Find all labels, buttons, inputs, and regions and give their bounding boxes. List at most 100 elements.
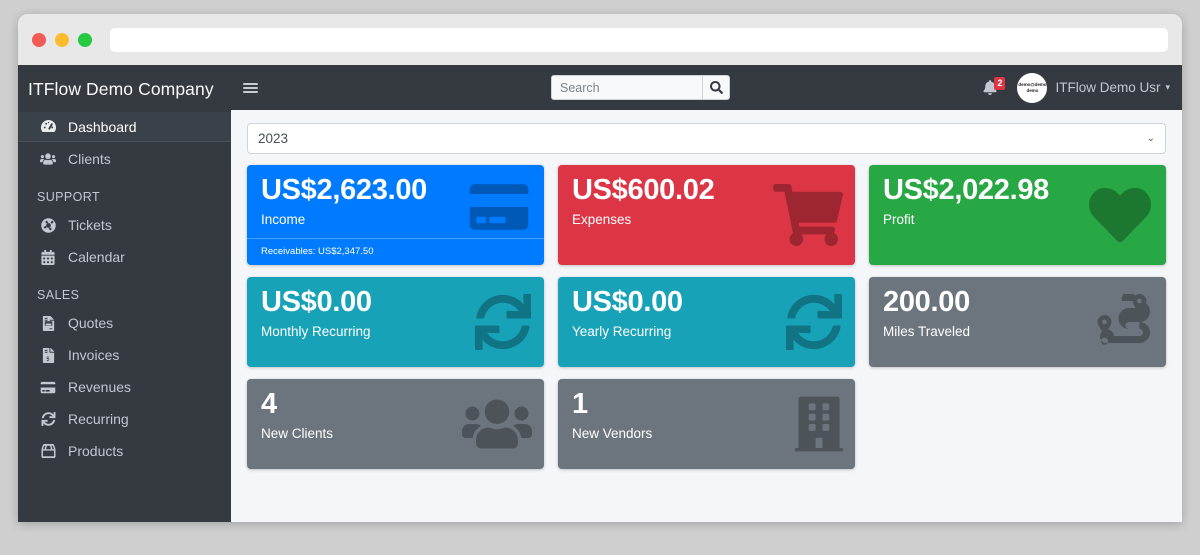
route-icon: [1090, 294, 1154, 350]
sidebar-item-dashboard[interactable]: Dashboard: [18, 112, 231, 142]
sync-icon: [785, 294, 843, 350]
sidebar-item-invoices[interactable]: Invoices: [18, 340, 231, 370]
sidebar-item-label: Clients: [68, 151, 111, 167]
card-label: Income: [261, 212, 306, 228]
close-window-button[interactable]: [32, 32, 46, 47]
card-body: 4 New Clients: [247, 379, 544, 451]
sidebar-section-sales: SALES: [37, 288, 80, 302]
sidebar-item-revenues[interactable]: Revenues: [18, 372, 231, 402]
user-menu[interactable]: ITFlow Demo Usr ▾: [1055, 80, 1170, 95]
card-label: Profit: [883, 212, 915, 228]
navbar-right-group: 2 demo@demo demo ITFlow Demo Usr ▾: [977, 72, 1170, 103]
main-content: 2023 ⌄ US$2,623.00 Income Receivables: U…: [231, 110, 1182, 522]
card-value: US$2,022.98: [883, 174, 1049, 206]
card-value: 1: [572, 388, 588, 420]
avatar[interactable]: demo@demo demo: [1017, 72, 1048, 103]
chevron-down-icon: ▾: [1165, 82, 1170, 92]
card-label: Yearly Recurring: [572, 324, 672, 340]
stat-card-income[interactable]: US$2,623.00 Income Receivables: US$2,347…: [247, 165, 544, 265]
card-label: Expenses: [572, 212, 632, 228]
file-invoice-icon: [37, 315, 59, 331]
life-ring-icon: [37, 217, 59, 233]
box-icon: [37, 444, 59, 458]
minimize-window-button[interactable]: [55, 32, 69, 47]
sidebar-item-quotes[interactable]: Quotes: [18, 308, 231, 338]
maximize-window-button[interactable]: [78, 32, 92, 47]
stat-card-profit[interactable]: US$2,022.98 Profit: [869, 165, 1166, 265]
credit-card-icon: [37, 381, 59, 394]
heart-icon: [1086, 184, 1154, 246]
browser-title-bar: [18, 14, 1182, 65]
user-name-label: ITFlow Demo Usr: [1055, 80, 1161, 95]
building-icon: [795, 395, 843, 453]
sidebar-item-clients[interactable]: Clients: [18, 144, 231, 174]
sidebar-item-products[interactable]: Products: [18, 436, 231, 466]
stat-card-new-vendors[interactable]: 1 New Vendors: [558, 379, 855, 469]
sidebar-item-label: Quotes: [68, 315, 114, 331]
search-bar: [551, 75, 730, 100]
card-value: US$0.00: [261, 286, 372, 318]
search-button[interactable]: [702, 75, 730, 100]
sync-icon: [474, 294, 532, 350]
hamburger-icon[interactable]: [231, 81, 269, 95]
sync-icon: [37, 412, 59, 426]
card-label: New Vendors: [572, 426, 653, 442]
card-label: Miles Traveled: [883, 324, 971, 340]
card-body: 200.00 Miles Traveled: [869, 277, 1166, 349]
card-value: US$0.00: [572, 286, 683, 318]
sidebar-section-support: SUPPORT: [37, 190, 100, 204]
sidebar-item-label: Invoices: [68, 347, 120, 363]
year-select[interactable]: 2023: [247, 123, 1166, 154]
card-body: US$2,022.98 Profit: [869, 165, 1166, 237]
avatar-line-2: demo: [1026, 87, 1039, 93]
browser-window: ITFlow Demo Company Dashboard Clients SU…: [18, 14, 1182, 522]
file-invoice-dollar-icon: [37, 347, 59, 363]
avatar-line-1: demo@demo: [1018, 81, 1047, 87]
stat-card-yearly-recurring[interactable]: US$0.00 Yearly Recurring: [558, 277, 855, 367]
sidebar-item-calendar[interactable]: Calendar: [18, 242, 231, 272]
card-value: 4: [261, 388, 277, 420]
notification-badge: 2: [994, 77, 1006, 90]
card-value: 200.00: [883, 286, 970, 318]
empty-grid-slot: [869, 379, 1166, 469]
sidebar-item-tickets[interactable]: Tickets: [18, 210, 231, 240]
year-filter: 2023 ⌄: [247, 123, 1166, 154]
card-body: US$2,623.00 Income: [247, 165, 544, 237]
bell-icon: [983, 80, 997, 95]
search-input[interactable]: [551, 75, 702, 100]
sidebar-item-label: Recurring: [68, 411, 129, 427]
card-label: Monthly Recurring: [261, 324, 371, 340]
stat-card-new-clients[interactable]: 4 New Clients: [247, 379, 544, 469]
card-body: US$600.02 Expenses: [558, 165, 855, 237]
search-icon: [709, 81, 723, 94]
shopping-cart-icon: [773, 184, 843, 246]
sidebar-item-label: Dashboard: [68, 118, 137, 135]
brand-title[interactable]: ITFlow Demo Company: [28, 79, 214, 99]
stat-card-expenses[interactable]: US$600.02 Expenses: [558, 165, 855, 265]
users-icon: [37, 152, 59, 166]
stat-card-row: US$0.00 Monthly Recurring US$0.00 Yearly…: [247, 277, 1166, 367]
credit-card-icon: [466, 181, 532, 233]
sidebar: ITFlow Demo Company Dashboard Clients SU…: [18, 65, 231, 522]
card-value: US$600.02: [572, 174, 715, 206]
address-bar[interactable]: [110, 27, 1168, 52]
stat-card-miles-traveled[interactable]: 200.00 Miles Traveled: [869, 277, 1166, 367]
sidebar-item-label: Calendar: [68, 249, 125, 265]
top-navbar: 2 demo@demo demo ITFlow Demo Usr ▾: [231, 65, 1182, 110]
sidebar-item-recurring[interactable]: Recurring: [18, 404, 231, 434]
card-value: US$2,623.00: [261, 174, 427, 206]
sidebar-item-label: Products: [68, 443, 124, 459]
card-label: New Clients: [261, 426, 334, 442]
calendar-icon: [37, 249, 59, 265]
sidebar-item-label: Tickets: [68, 217, 112, 233]
stat-card-row: 4 New Clients 1 New Vendors: [247, 379, 1166, 469]
card-footer: Receivables: US$2,347.50: [247, 238, 544, 265]
notifications-button[interactable]: 2: [977, 77, 1017, 95]
window-controls: [32, 32, 92, 47]
dashboard-icon: [37, 119, 59, 134]
card-body: 1 New Vendors: [558, 379, 855, 451]
stat-card-row: US$2,623.00 Income Receivables: US$2,347…: [247, 165, 1166, 265]
app-viewport: ITFlow Demo Company Dashboard Clients SU…: [18, 65, 1182, 522]
sidebar-item-label: Revenues: [68, 379, 132, 395]
stat-card-monthly-recurring[interactable]: US$0.00 Monthly Recurring: [247, 277, 544, 367]
